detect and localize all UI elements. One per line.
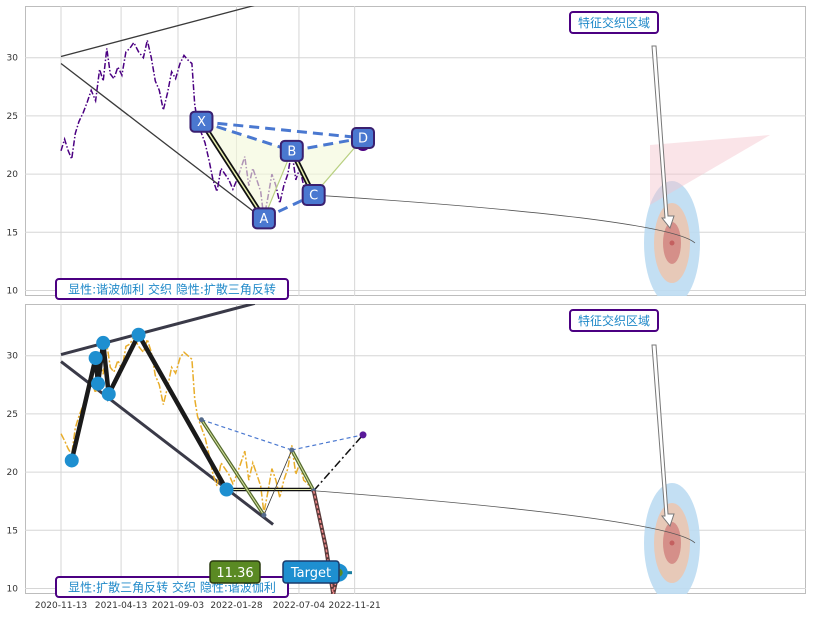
zone-center [669,540,675,546]
zone-center [669,240,675,246]
badge-top: 特征交织区域 [569,11,659,34]
badge-bottom-box [569,309,659,332]
target-value-label: 11.36 [209,560,261,584]
pattern-dash-line [291,136,364,153]
point-label-box [279,139,304,162]
pivot-marker [64,453,79,468]
ytick-label: 30 [7,54,19,64]
pattern-point-c: C [301,184,326,207]
projection-curve [313,490,696,544]
ytick-label: 30 [7,352,19,362]
pivot-marker [131,327,146,342]
point-label-box [189,110,214,133]
pattern-leg-highlight [201,419,265,516]
pattern-leg-ab [263,150,293,219]
point-label-box [351,127,376,150]
ytick-label: 25 [7,410,18,420]
ytick-label: 15 [7,526,18,536]
pivot-marker [101,387,116,402]
pattern-point-x: X [189,110,214,133]
ytick-label: 15 [7,228,18,238]
ytick-label: 10 [7,585,19,595]
projection-curve [313,194,696,244]
badge-bottom: 特征交织区域 [569,309,659,332]
target-label: Target [282,560,340,584]
badge-arrow-top [651,45,675,230]
pattern-point-b: B [279,139,304,162]
pattern-dash-line [201,419,292,451]
point-label: B [287,144,296,159]
pattern-leg-highlight [291,449,315,491]
pattern-point-d: D [351,127,376,150]
badge-top-box [569,11,659,34]
pattern-point-dot [198,417,204,423]
ytick-label: 20 [7,170,19,180]
target-value-label-text: 11.36 [216,566,253,581]
xtick-label: 2021-04-13 [95,601,147,611]
point-label: D [358,132,368,147]
pattern-point-a: A [251,207,276,230]
xtick-label: 2022-01-28 [210,601,263,611]
pivot-marker [88,351,103,366]
xtick-label: 2022-07-04 [273,601,326,611]
caption-top-text: 显性:谐波伽利 交织 隐性:扩散三角反转 [68,281,276,296]
badge-arrow-bottom [651,344,675,528]
point-label-box [251,207,276,230]
pattern-triangle-xab [201,121,292,219]
badge-bottom-text: 特征交织区域 [578,313,650,328]
pivot-marker [91,376,106,391]
caption-top: 显性:谐波伽利 交织 隐性:扩散三角反转 [55,278,289,300]
pattern-leg-highlight [200,121,265,219]
xtick-label: 2022-11-21 [328,601,380,611]
point-label: A [259,212,268,227]
ytick-label: 10 [7,287,19,297]
pattern-point-dot [261,512,267,518]
pattern-point-dot [289,447,295,453]
xtick-label: 2020-11-13 [35,601,87,611]
point-label: C [309,189,318,204]
pattern-triangle-bcd [291,138,364,196]
caption-top-box [55,278,289,300]
ytick-label: 20 [7,468,19,478]
ytick-label: 25 [7,112,18,122]
pattern-leg-ab [263,449,293,516]
trend-guide-line [60,6,255,58]
xtick-label: 2021-09-03 [152,601,204,611]
pattern-leg-cd [313,434,364,492]
point-label-box [301,184,326,207]
target-value-label-box [209,560,261,584]
badge-top-text: 特征交织区域 [578,15,650,30]
projection-region [650,135,770,205]
trend-guide-line [60,304,256,356]
price-line-top [60,40,313,219]
pattern-dash-line [291,434,364,451]
pivot-marker [96,335,111,350]
pivot-marker [219,482,234,497]
target-label-box [282,560,340,584]
target-label-text: Target [290,566,331,581]
pattern-dash-line [201,120,364,140]
pattern-point-dot [359,431,367,439]
point-label: X [197,115,206,130]
